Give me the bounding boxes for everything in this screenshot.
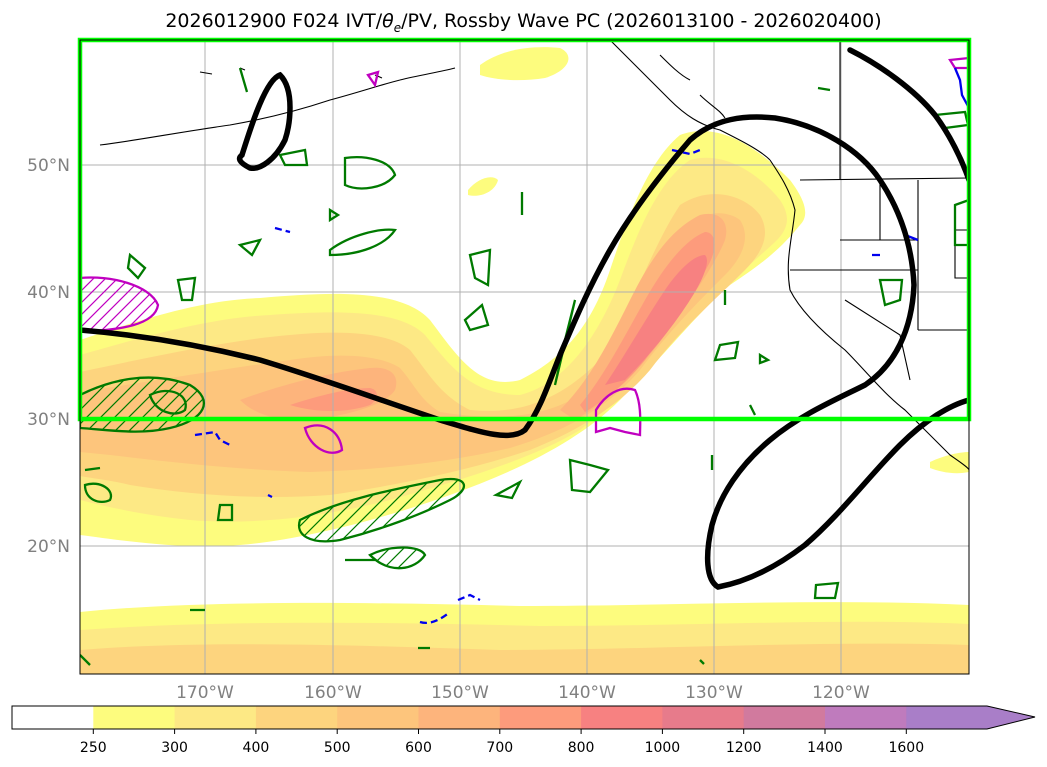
colorbar-segment — [93, 706, 176, 729]
colorbar-segment — [743, 706, 826, 729]
colorbar-tick-label: 400 — [243, 740, 270, 756]
lon-label-130w: 130°W — [685, 683, 743, 703]
colorbar-segment — [255, 706, 338, 729]
map-title: 2026012900 F024 IVT/θe/PV, Rossby Wave P… — [0, 10, 1047, 35]
colorbar-tick-label: 1000 — [645, 740, 681, 756]
colorbar-segments — [12, 706, 987, 729]
colorbar-segment — [581, 706, 663, 729]
colorbar-tick-label: 700 — [486, 740, 513, 756]
lon-label-160w: 160°W — [304, 683, 362, 703]
colorbar-extend-arrow — [987, 706, 1035, 729]
colorbar-tick-label: 250 — [80, 740, 107, 756]
colorbar-tick-label: 500 — [324, 740, 351, 756]
coastlines — [99, 40, 969, 471]
lon-label-150w: 150°W — [431, 683, 489, 703]
lon-label-140w: 140°W — [558, 683, 616, 703]
rossby-wave-pc-contours — [80, 47, 969, 590]
longitude-labels: 170°W 160°W 150°W 140°W 130°W 120°W — [176, 683, 870, 703]
ivt-southern-band — [80, 602, 969, 674]
pv-magenta-contours — [80, 56, 969, 454]
lat-label-50: 50°N — [27, 156, 70, 176]
colorbar-tick-label: 300 — [161, 740, 188, 756]
title-theta: θ — [382, 10, 394, 32]
colorbar-tick-label: 1600 — [888, 740, 924, 756]
lat-label-30: 30°N — [27, 410, 70, 430]
colorbar-tick-label: 1400 — [807, 740, 843, 756]
colorbar-segment — [499, 706, 582, 729]
colorbar-segment — [825, 706, 907, 729]
plot-frame — [79, 39, 970, 675]
lat-label-40: 40°N — [27, 283, 70, 303]
colorbar-segment — [662, 706, 745, 729]
colorbar-tick-label: 600 — [405, 740, 432, 756]
colorbar-segment — [12, 706, 94, 729]
colorbar-segment — [418, 706, 501, 729]
colorbar-segment — [906, 706, 987, 729]
title-theta-subscript: e — [393, 20, 402, 35]
colorbar-tick-label: 1200 — [726, 740, 762, 756]
lon-label-120w: 120°W — [812, 683, 870, 703]
colorbar-tick-label: 800 — [568, 740, 595, 756]
lat-label-20: 20°N — [27, 537, 70, 557]
latitude-labels: 50°N 40°N 30°N 20°N — [27, 156, 70, 557]
lon-label-170w: 170°W — [176, 683, 234, 703]
colorbar: 250 300 400 500 600 700 800 1000 1200 1400 1600 — [11, 705, 1036, 756]
title-suffix: /PV, Rossby Wave PC (2026013100 - 202602… — [401, 10, 882, 32]
title-prefix: 2026012900 F024 IVT/ — [165, 10, 383, 32]
colorbar-outline — [11, 705, 1036, 730]
colorbar-segment — [337, 706, 419, 729]
colorbar-segment — [174, 706, 257, 729]
colorbar-ticks: 250 300 400 500 600 700 800 1000 1200 1400 1600 — [80, 729, 924, 756]
